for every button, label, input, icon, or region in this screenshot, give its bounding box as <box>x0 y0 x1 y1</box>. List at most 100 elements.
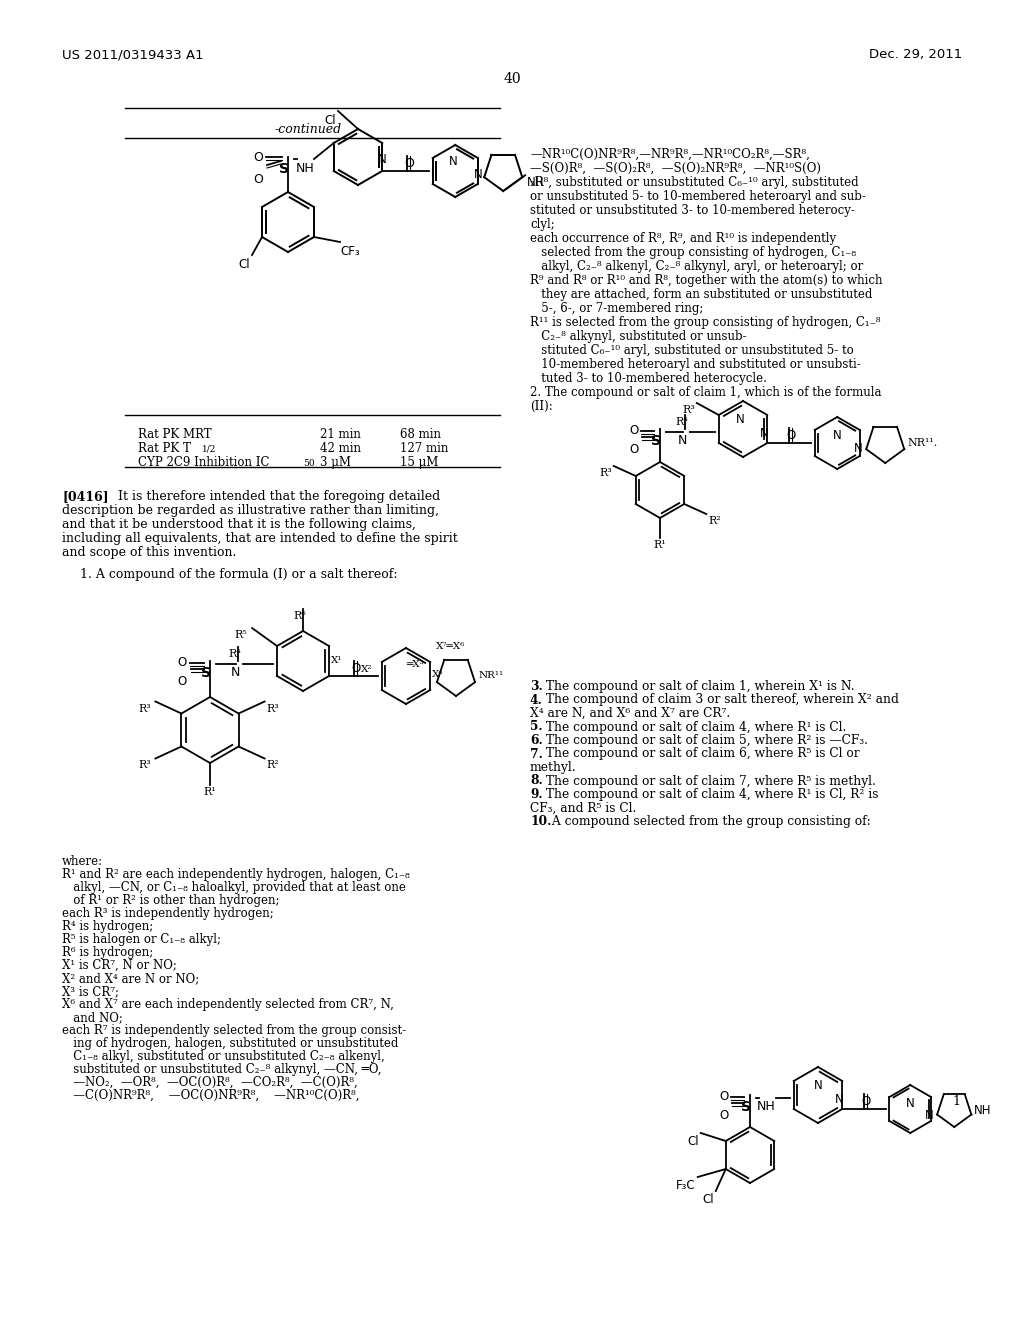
Text: X² and X⁴ are N or NO;: X² and X⁴ are N or NO; <box>62 972 200 985</box>
Text: R⁹ and R⁸ or R¹⁰ and R⁸, together with the atom(s) to which: R⁹ and R⁸ or R¹⁰ and R⁸, together with t… <box>530 275 883 286</box>
Text: each occurrence of R⁸, R⁹, and R¹⁰ is independently: each occurrence of R⁸, R⁹, and R¹⁰ is in… <box>530 232 837 246</box>
Text: US 2011/0319433 A1: US 2011/0319433 A1 <box>62 48 204 61</box>
Text: 21 min: 21 min <box>319 428 360 441</box>
Text: The compound or salt of claim 5, where R² is —CF₃.: The compound or salt of claim 5, where R… <box>542 734 868 747</box>
Text: CF₃, and R⁵ is Cl.: CF₃, and R⁵ is Cl. <box>530 801 636 814</box>
Text: ₂R⁸, substituted or unsubstituted C₆₋¹⁰ aryl, substituted: ₂R⁸, substituted or unsubstituted C₆₋¹⁰ … <box>530 176 859 189</box>
Text: 5-, 6-, or 7-membered ring;: 5-, 6-, or 7-membered ring; <box>530 302 703 315</box>
Text: methyl.: methyl. <box>530 762 577 774</box>
Text: R⁵ is halogen or C₁₋₈ alkyl;: R⁵ is halogen or C₁₋₈ alkyl; <box>62 933 221 946</box>
Text: X⁴: X⁴ <box>432 671 443 678</box>
Text: S: S <box>279 162 289 176</box>
Text: O: O <box>351 663 360 675</box>
Text: tuted 3- to 10-membered heterocycle.: tuted 3- to 10-membered heterocycle. <box>530 372 767 385</box>
Text: and that it be understood that it is the following claims,: and that it be understood that it is the… <box>62 517 416 531</box>
Text: 50: 50 <box>303 459 314 469</box>
Text: O: O <box>177 656 186 669</box>
Text: —C(O)NR⁹R⁸,    —OC(O)NR⁹R⁸,    —NR¹⁰C(O)R⁸,: —C(O)NR⁹R⁸, —OC(O)NR⁹R⁸, —NR¹⁰C(O)R⁸, <box>62 1089 359 1102</box>
Text: (II):: (II): <box>530 400 553 413</box>
Text: Dec. 29, 2011: Dec. 29, 2011 <box>868 48 962 61</box>
Text: R¹¹ is selected from the group consisting of hydrogen, C₁₋⁸: R¹¹ is selected from the group consistin… <box>530 315 881 329</box>
Text: R²: R² <box>709 516 721 525</box>
Text: N: N <box>735 413 744 426</box>
Text: X¹: X¹ <box>331 656 342 665</box>
Text: S: S <box>201 667 211 680</box>
Text: 10.: 10. <box>530 814 551 828</box>
Text: each R³ is independently hydrogen;: each R³ is independently hydrogen; <box>62 907 273 920</box>
Text: The compound or salt of claim 7, where R⁵ is methyl.: The compound or salt of claim 7, where R… <box>542 775 876 788</box>
Text: —NO₂,  —OR⁸,  —OC(O)R⁸,  —CO₂R⁸,  —C(O)R⁸,: —NO₂, —OR⁸, —OC(O)R⁸, —CO₂R⁸, —C(O)R⁸, <box>62 1076 357 1089</box>
Text: N: N <box>814 1078 822 1092</box>
Text: O: O <box>404 157 414 170</box>
Text: CF₃: CF₃ <box>340 246 359 257</box>
Text: O: O <box>253 150 263 164</box>
Text: stituted C₆₋¹⁰ aryl, substituted or unsubstituted 5- to: stituted C₆₋¹⁰ aryl, substituted or unsu… <box>530 345 854 356</box>
Text: ═X³: ═X³ <box>406 660 424 669</box>
Text: selected from the group consisting of hydrogen, C₁₋₈: selected from the group consisting of hy… <box>530 246 856 259</box>
Text: R¹ and R² are each independently hydrogen, halogen, C₁₋₈: R¹ and R² are each independently hydroge… <box>62 869 410 880</box>
Text: 5.: 5. <box>530 721 543 734</box>
Text: -continued: -continued <box>274 123 342 136</box>
Text: N: N <box>378 153 387 166</box>
Text: NR¹¹.: NR¹¹. <box>907 438 938 447</box>
Text: or unsubstituted 5- to 10-membered heteroaryl and sub-: or unsubstituted 5- to 10-membered heter… <box>530 190 866 203</box>
Text: NH: NH <box>527 176 545 189</box>
Text: alkyl, C₂₋⁸ alkenyl, C₂₋⁸ alkynyl, aryl, or heteroaryl; or: alkyl, C₂₋⁸ alkenyl, C₂₋⁸ alkynyl, aryl,… <box>530 260 863 273</box>
Text: O: O <box>861 1096 870 1107</box>
Text: NH: NH <box>974 1104 992 1117</box>
Text: O: O <box>630 424 639 437</box>
Text: N: N <box>677 434 687 447</box>
Text: they are attached, form an substituted or unsubstituted: they are attached, form an substituted o… <box>530 288 872 301</box>
Text: R⁶ is hydrogen;: R⁶ is hydrogen; <box>62 946 154 960</box>
Text: 3 μM: 3 μM <box>319 455 351 469</box>
Text: The compound or salt of claim 6, where R⁵ is Cl or: The compound or salt of claim 6, where R… <box>542 747 859 760</box>
Text: where:: where: <box>62 855 103 869</box>
Text: 4.: 4. <box>530 693 543 706</box>
Text: description be regarded as illustrative rather than limiting,: description be regarded as illustrative … <box>62 504 439 517</box>
Text: O: O <box>720 1109 729 1122</box>
Text: 127 min: 127 min <box>400 442 449 455</box>
Text: NH: NH <box>296 162 314 176</box>
Text: N: N <box>230 667 240 678</box>
Text: R⁶: R⁶ <box>294 611 306 620</box>
Text: CYP 2C9 Inhibition IC: CYP 2C9 Inhibition IC <box>138 455 269 469</box>
Text: NR¹¹: NR¹¹ <box>479 671 504 680</box>
Text: including all equivalents, that are intended to define the spirit: including all equivalents, that are inte… <box>62 532 458 545</box>
Text: 7.: 7. <box>530 747 543 760</box>
Text: each R⁷ is independently selected from the group consist-: each R⁷ is independently selected from t… <box>62 1024 407 1038</box>
Text: of R¹ or R² is other than hydrogen;: of R¹ or R² is other than hydrogen; <box>62 894 280 907</box>
Text: R³: R³ <box>266 704 280 714</box>
Text: R³: R³ <box>682 405 694 414</box>
Text: X⁷═X⁶: X⁷═X⁶ <box>436 642 466 651</box>
Text: 8.: 8. <box>530 775 543 788</box>
Text: O: O <box>630 444 639 455</box>
Text: Cl: Cl <box>239 257 250 271</box>
Text: 2. The compound or salt of claim 1, which is of the formula: 2. The compound or salt of claim 1, whic… <box>530 385 882 399</box>
Text: 3.: 3. <box>530 680 543 693</box>
Text: Cl: Cl <box>687 1135 698 1148</box>
Text: O: O <box>786 429 796 442</box>
Text: R¹: R¹ <box>653 540 667 550</box>
Text: ing of hydrogen, halogen, substituted or unsubstituted: ing of hydrogen, halogen, substituted or… <box>62 1038 398 1049</box>
Text: alkyl, —CN, or C₁₋₈ haloalkyl, provided that at least one: alkyl, —CN, or C₁₋₈ haloalkyl, provided … <box>62 880 406 894</box>
Text: It is therefore intended that the foregoing detailed: It is therefore intended that the forego… <box>118 490 440 503</box>
Text: The compound or salt of claim 4, where R¹ is Cl.: The compound or salt of claim 4, where R… <box>542 721 847 734</box>
Text: 15 μM: 15 μM <box>400 455 438 469</box>
Text: X³ is CR⁷;: X³ is CR⁷; <box>62 985 119 998</box>
Text: X²: X² <box>361 665 373 675</box>
Text: X⁴ are N, and X⁶ and X⁷ are CR⁷.: X⁴ are N, and X⁶ and X⁷ are CR⁷. <box>530 708 730 719</box>
Text: O: O <box>177 675 186 688</box>
Text: N: N <box>925 1109 934 1122</box>
Text: 68 min: 68 min <box>400 428 441 441</box>
Text: C₁₋₈ alkyl, substituted or unsubstituted C₂₋₈ alkenyl,: C₁₋₈ alkyl, substituted or unsubstituted… <box>62 1049 385 1063</box>
Text: The compound of claim 3 or salt thereof, wherein X² and: The compound of claim 3 or salt thereof,… <box>542 693 899 706</box>
Text: 1/2: 1/2 <box>202 445 216 454</box>
Text: [0416]: [0416] <box>62 490 109 503</box>
Text: X¹ is CR⁷, N or NO;: X¹ is CR⁷, N or NO; <box>62 960 177 972</box>
Text: F₃C: F₃C <box>676 1179 695 1192</box>
Text: Rat PK T: Rat PK T <box>138 442 190 455</box>
Text: R⁴: R⁴ <box>228 649 242 659</box>
Text: X⁶ and X⁷ are each independently selected from CR⁷, N,: X⁶ and X⁷ are each independently selecte… <box>62 998 394 1011</box>
Text: and NO;: and NO; <box>62 1011 123 1024</box>
Text: R⁵: R⁵ <box>234 630 247 640</box>
